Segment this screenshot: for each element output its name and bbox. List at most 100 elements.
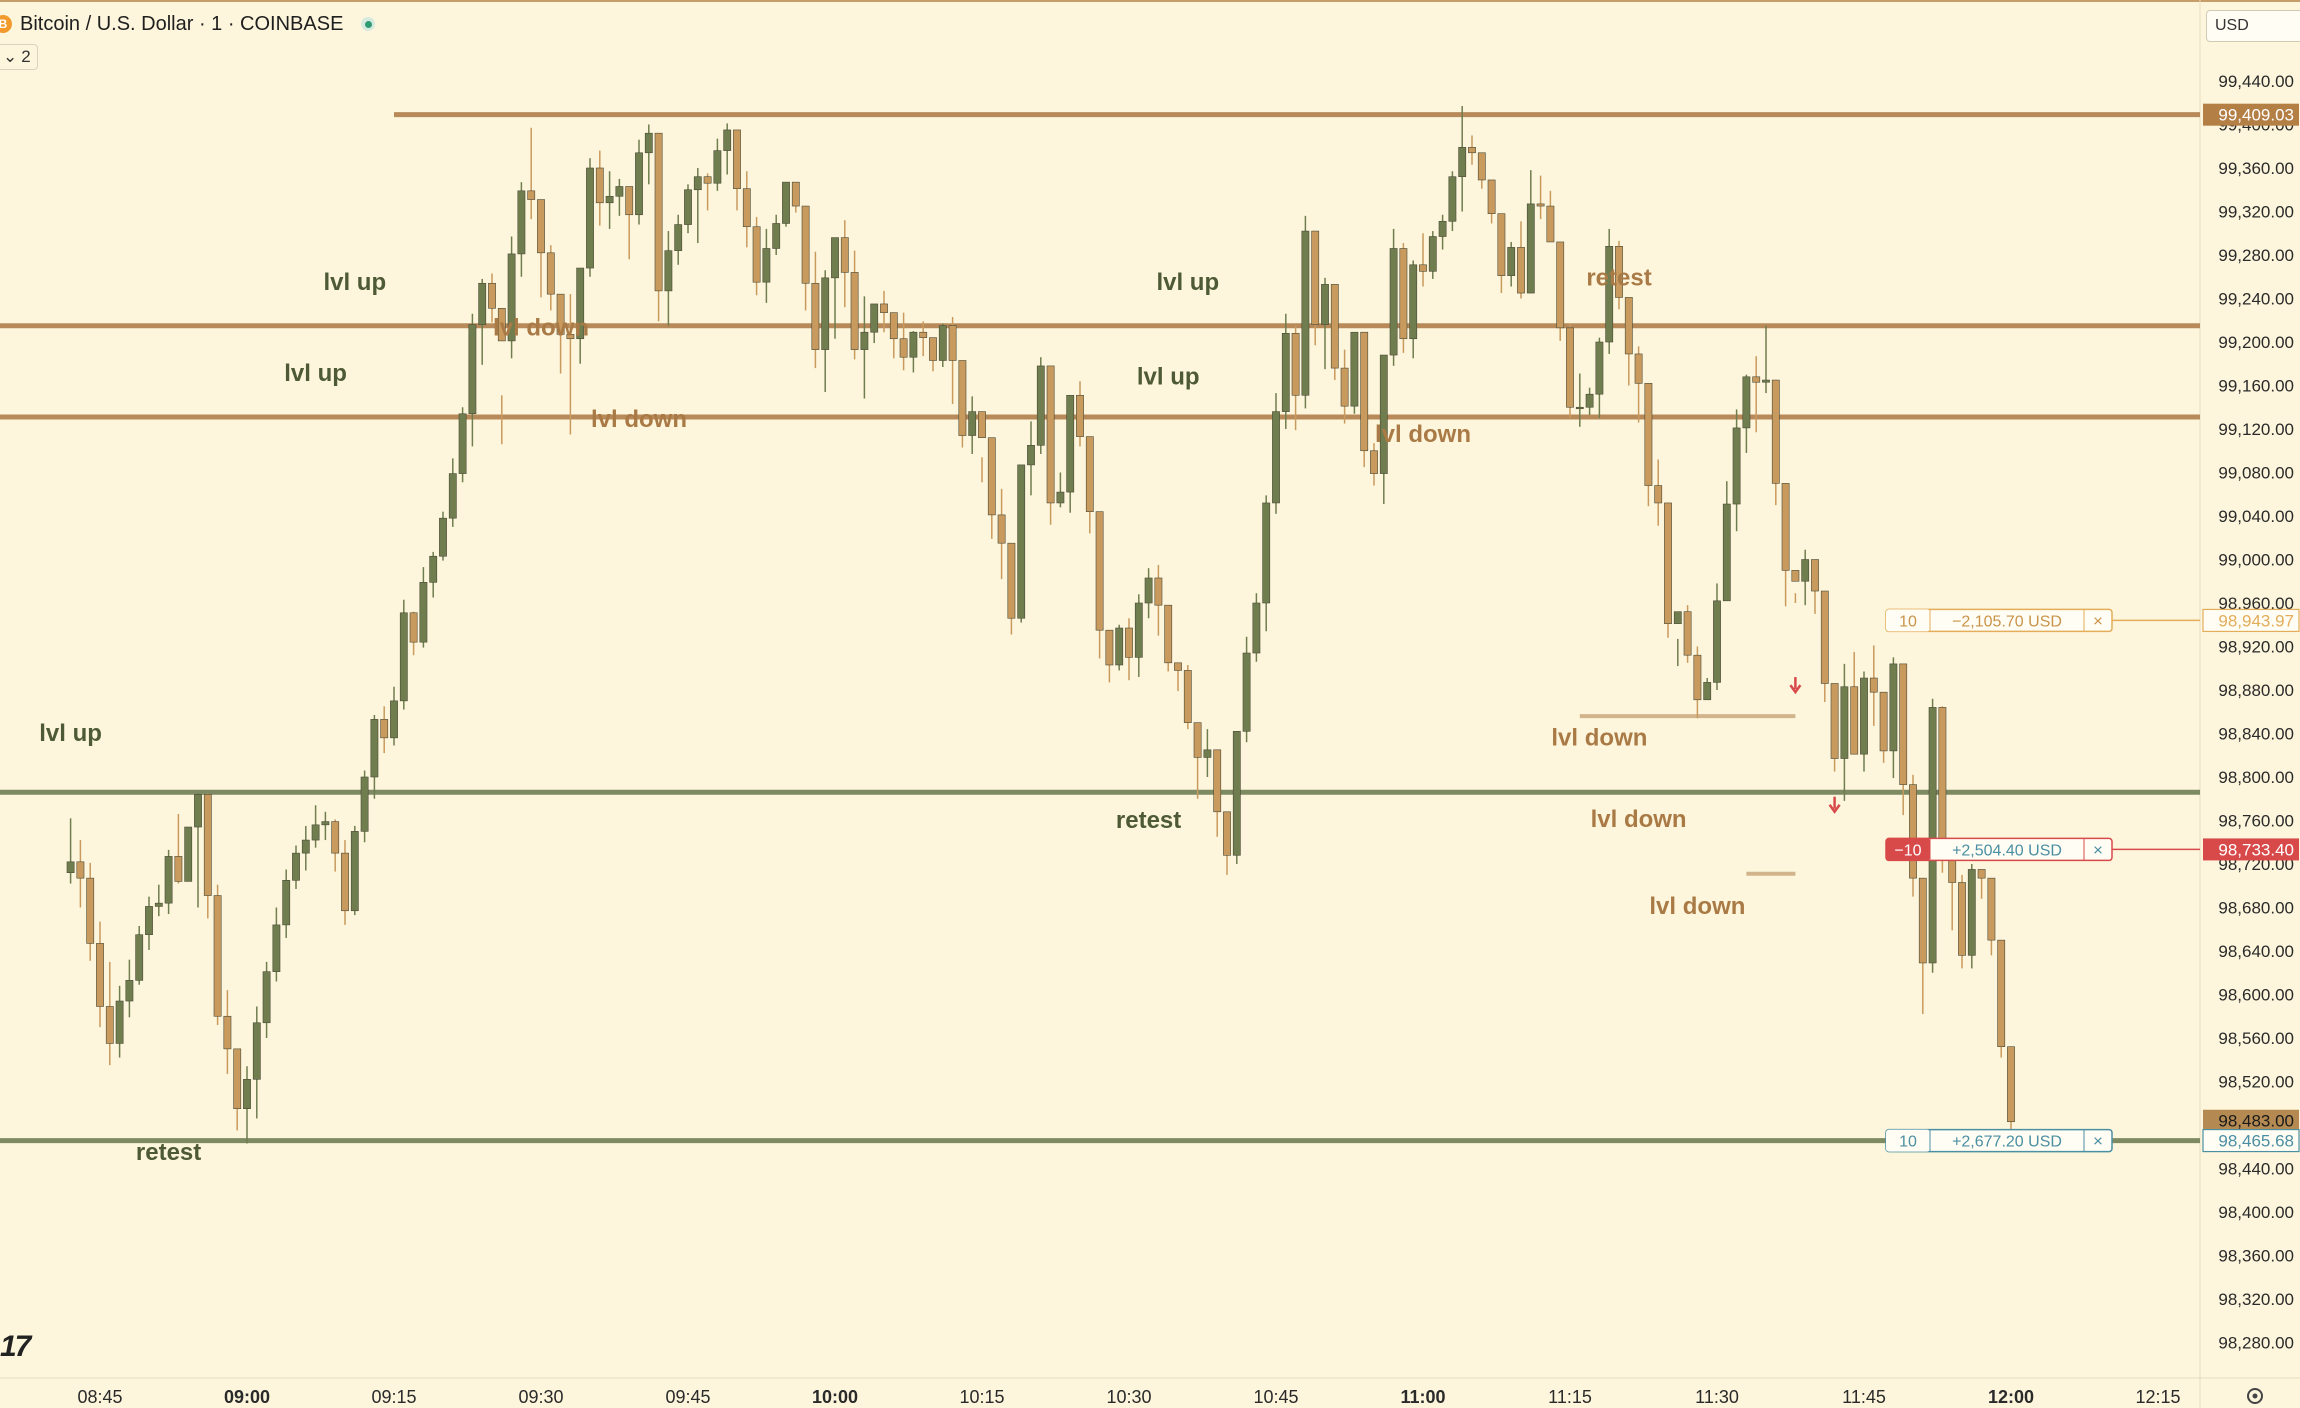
candle-body [1438,220,1447,237]
candle [1468,135,1476,165]
candle [880,290,888,333]
price-tick-label: 98,920.00 [2218,638,2294,657]
tradingview-logo: 17 [0,1330,31,1363]
price-tag-order-short: 98,943.97 [2202,608,2300,633]
candle [399,599,408,710]
candle-body [1066,394,1075,493]
candle [978,411,986,483]
candle [929,337,937,372]
candle [409,611,418,656]
candle [860,296,869,399]
candle-body [448,473,457,519]
settings-gear-icon[interactable] [2247,1388,2263,1404]
close-icon[interactable]: × [2093,611,2103,630]
candle-body [1379,354,1388,474]
candle [1125,618,1133,681]
candle [556,293,565,374]
candle [1840,663,1849,801]
candle-body [1762,379,1770,383]
annotation-label: lvl down [1649,893,1745,920]
close-icon[interactable]: × [2093,1132,2103,1151]
candle-body [517,190,526,255]
candle [1899,663,1908,816]
candle-body [1389,248,1398,356]
candle-body [409,612,418,643]
candle [752,216,761,296]
candle [1311,230,1320,346]
candle-body [1213,749,1222,813]
candle [1203,729,1212,777]
candle [1134,594,1143,677]
candle-body [419,582,428,643]
candle [1722,481,1731,602]
gear-hub [2252,1393,2258,1399]
candle [115,985,124,1058]
candle-body [213,895,222,1017]
candle-body [586,167,594,269]
candle-body [772,223,781,249]
candle-body [987,437,996,516]
candle [1164,604,1173,672]
candle [586,158,594,277]
candle [223,990,232,1074]
candle [86,862,95,961]
candle-body [1272,411,1280,504]
candle [1144,568,1153,619]
candle-body [782,181,790,224]
candle-body [605,195,614,204]
candle-body [1801,559,1810,582]
candle [1585,387,1594,415]
candle-body [1125,627,1133,658]
candle-body [831,237,839,279]
candle-body [331,821,340,854]
candle-body [1624,297,1633,355]
candle-body [488,282,496,309]
price-tag-value: 98,943.97 [2218,611,2294,630]
candle [1850,651,1859,755]
candle [439,511,447,561]
currency-selector[interactable]: USD [2206,10,2300,42]
candle [203,793,212,919]
candle [1830,683,1839,772]
candle [1321,277,1329,370]
symbol-title[interactable]: Bitcoin / U.S. Dollar · 1 · COINBASE [20,12,344,35]
candle-body [958,360,967,436]
indicators-toggle[interactable]: ⌄ 2 [0,44,38,70]
candle [1820,590,1829,702]
candle [1958,874,1966,969]
candle-body [1027,445,1035,466]
candle [1624,297,1633,386]
candle [831,237,839,339]
candle [1370,443,1378,486]
candle-body [145,906,153,935]
candle-body [203,794,212,896]
candle [350,825,359,916]
candle-body [1585,393,1594,408]
candle [96,921,104,1028]
close-icon[interactable]: × [2093,840,2103,859]
candle-body [1174,662,1182,671]
price-tick-label: 98,280.00 [2218,1334,2294,1353]
candle [1448,171,1457,232]
candle-body [154,902,163,907]
candle-body [1526,203,1535,294]
candle [1389,228,1398,366]
candle-body [723,129,732,151]
symbol-header[interactable]: B Bitcoin / U.S. Dollar · 1 · COINBASE [0,10,376,38]
price-tick-label: 99,320.00 [2218,203,2294,222]
candle [1977,869,1986,899]
candle-body [1036,365,1045,446]
candle-body [1262,502,1271,604]
candle [1683,605,1692,663]
candle [311,805,320,848]
bitcoin-coin-icon: B [0,15,12,33]
time-tick-label: 09:00 [224,1387,270,1407]
price-tick-label: 98,440.00 [2218,1160,2294,1179]
candle [1115,624,1124,671]
candle [537,199,545,298]
order-qty: 10 [1899,613,1917,630]
candle [292,845,300,890]
candle-body [1076,394,1084,437]
candle [1301,215,1310,409]
